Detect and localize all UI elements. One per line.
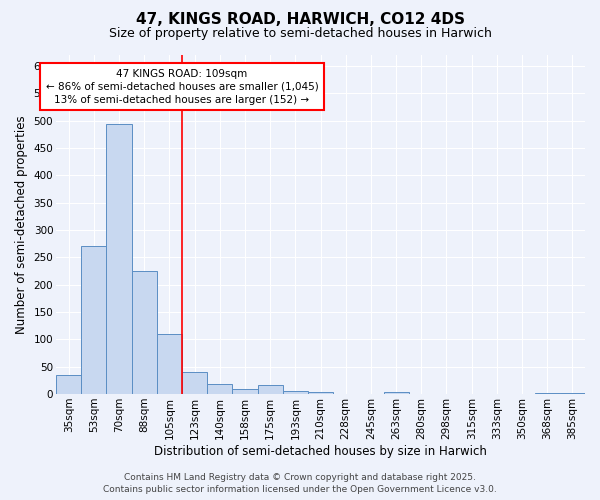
- Text: 47 KINGS ROAD: 109sqm
← 86% of semi-detached houses are smaller (1,045)
13% of s: 47 KINGS ROAD: 109sqm ← 86% of semi-deta…: [46, 68, 319, 105]
- Text: 47, KINGS ROAD, HARWICH, CO12 4DS: 47, KINGS ROAD, HARWICH, CO12 4DS: [136, 12, 464, 28]
- Text: Size of property relative to semi-detached houses in Harwich: Size of property relative to semi-detach…: [109, 28, 491, 40]
- Bar: [283, 392, 308, 394]
- Bar: [207, 384, 232, 394]
- Bar: [131, 271, 157, 394]
- Y-axis label: Number of semi-detached properties: Number of semi-detached properties: [15, 115, 28, 334]
- X-axis label: Distribution of semi-detached houses by size in Harwich: Distribution of semi-detached houses by …: [154, 444, 487, 458]
- Bar: [257, 384, 283, 394]
- Bar: [182, 372, 207, 394]
- Bar: [56, 375, 81, 394]
- Bar: [157, 334, 182, 394]
- Bar: [232, 388, 257, 394]
- Bar: [383, 392, 409, 394]
- Text: Contains HM Land Registry data © Crown copyright and database right 2025.
Contai: Contains HM Land Registry data © Crown c…: [103, 473, 497, 494]
- Bar: [308, 392, 333, 394]
- Bar: [81, 246, 106, 394]
- Bar: [106, 124, 131, 394]
